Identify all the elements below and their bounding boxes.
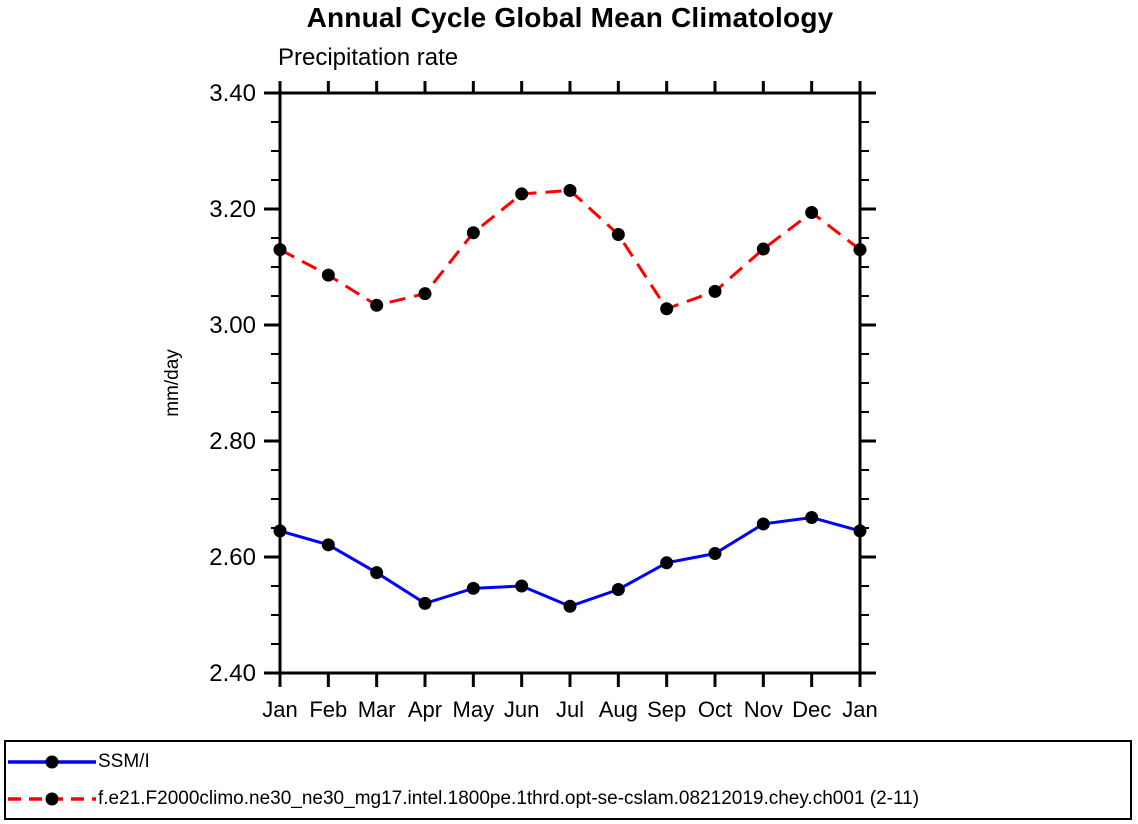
series-line [279, 516, 861, 608]
data-point-marker [611, 582, 625, 596]
data-point-marker [515, 579, 529, 593]
data-point-marker [418, 596, 432, 610]
data-point-marker [321, 268, 335, 282]
y-axis-tick-label: 2.80 [209, 428, 256, 455]
series-line [279, 188, 861, 311]
chart-subtitle: Precipitation rate [278, 44, 459, 71]
data-point-marker [708, 547, 722, 561]
data-point-marker [805, 205, 819, 219]
x-axis-tick-label: Mar [358, 697, 396, 722]
data-point-marker [853, 524, 867, 538]
plot-frame [278, 91, 862, 675]
x-axis-tick-label: Apr [408, 697, 442, 722]
data-point-marker [515, 187, 529, 201]
annual-cycle-line-chart: Jan Feb Mar Apr May Jun Jul Aug Sep Oct Nov Dec Jan2… [162, 80, 878, 722]
data-point-marker [660, 302, 674, 316]
data-point-marker [756, 242, 770, 256]
data-point-marker [708, 284, 722, 298]
legend-marker [45, 792, 59, 805]
x-axis-tick-label: Oct [698, 697, 732, 722]
legend-marker [45, 755, 59, 768]
x-axis-tick-label: Jan [842, 697, 877, 722]
legend-label: SSM/I [98, 750, 150, 772]
data-point-marker [660, 556, 674, 570]
x-axis-tick-label: Jan [262, 697, 297, 722]
legend-item: SSM/I [8, 743, 1130, 780]
data-point-marker [466, 226, 480, 240]
y-axis-tick-label: 3.00 [209, 312, 256, 339]
legend-label: f.e21.F2000climo.ne30_ne30_mg17.intel.18… [98, 787, 920, 809]
y-axis-tick-label: 2.60 [209, 544, 256, 571]
x-axis-tick-label: Sep [647, 697, 686, 722]
x-axis-tick-label: Jul [556, 697, 584, 722]
legend-line-sample [8, 792, 96, 805]
data-point-marker [370, 566, 384, 580]
data-point-marker [321, 538, 335, 552]
data-point-marker [756, 517, 770, 531]
data-point-marker [611, 228, 625, 242]
data-point-marker [805, 511, 819, 525]
x-axis-tick-label: May [453, 697, 495, 722]
x-axis-tick-label: Feb [309, 697, 347, 722]
data-point-marker [563, 599, 577, 613]
data-point-marker [418, 287, 432, 301]
data-point-marker [853, 243, 867, 257]
x-axis-tick-label: Jun [504, 697, 539, 722]
data-point-marker [370, 298, 384, 312]
y-axis-tick-label: 3.40 [209, 80, 256, 107]
x-axis-tick-label: Nov [744, 697, 783, 722]
data-point-marker [563, 183, 577, 197]
legend-line-sample [8, 755, 96, 768]
y-axis-title: mm/day [162, 349, 183, 417]
data-point-marker [273, 524, 287, 538]
chart-title: Annual Cycle Global Mean Climatology [306, 2, 834, 33]
y-axis-tick-label: 2.40 [209, 660, 256, 687]
x-axis-tick-label: Dec [792, 697, 831, 722]
legend-item: f.e21.F2000climo.ne30_ne30_mg17.intel.18… [8, 780, 1130, 817]
data-point-marker [466, 581, 480, 595]
chart-legend: SSM/I f.e21.F2000climo.ne30_ne30_mg17.int… [4, 740, 1132, 820]
x-axis-tick-label: Aug [599, 697, 638, 722]
data-point-marker [273, 243, 287, 257]
y-axis-tick-label: 3.20 [209, 196, 256, 223]
